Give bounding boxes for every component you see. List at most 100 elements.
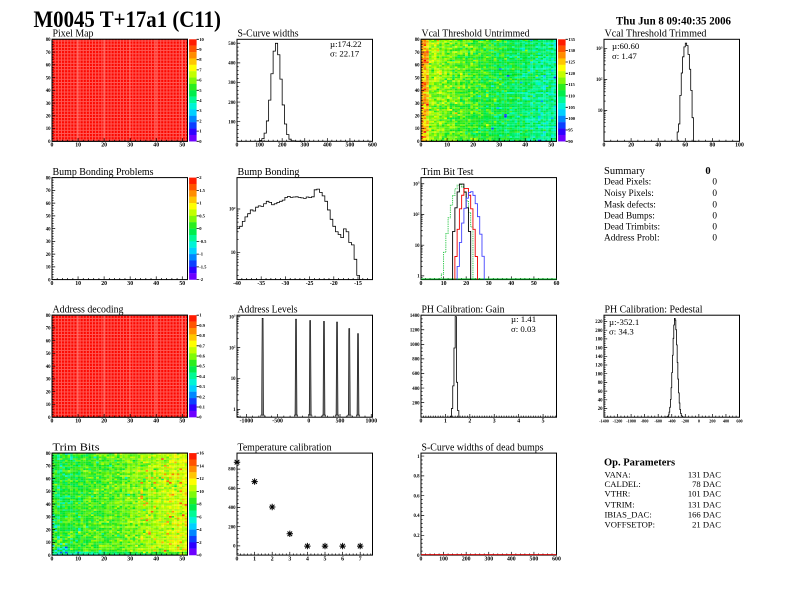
svg-text:0.3: 0.3 — [199, 384, 205, 389]
svg-text:0.7: 0.7 — [199, 343, 205, 348]
svg-text:0: 0 — [236, 557, 239, 563]
svg-text:-20: -20 — [330, 281, 338, 287]
svg-text:300: 300 — [300, 143, 309, 149]
svg-text:0: 0 — [199, 226, 202, 231]
svg-text:1: 1 — [417, 455, 420, 460]
svg-text:M0045 T+17a1 (C11): M0045 T+17a1 (C11) — [34, 7, 222, 33]
svg-text:400: 400 — [228, 506, 236, 511]
svg-text:70: 70 — [46, 465, 51, 470]
svg-text:0: 0 — [417, 554, 420, 559]
svg-text:50: 50 — [179, 419, 185, 425]
svg-text:600: 600 — [552, 557, 561, 563]
svg-text:0: 0 — [712, 189, 717, 199]
svg-text:50: 50 — [179, 281, 185, 287]
svg-text:80: 80 — [46, 452, 51, 457]
svg-text:102: 102 — [596, 77, 603, 84]
svg-text:-1000: -1000 — [240, 419, 254, 425]
svg-text:20: 20 — [101, 143, 107, 149]
svg-text:Address Probl:: Address Probl: — [604, 233, 660, 243]
svg-text:103: 103 — [596, 46, 603, 53]
svg-text:Noisy Pixels:: Noisy Pixels: — [604, 189, 654, 199]
svg-text:50: 50 — [46, 490, 51, 495]
svg-text:VOFFSETOP:: VOFFSETOP: — [605, 520, 655, 530]
svg-text:0: 0 — [51, 419, 54, 425]
svg-text:Thu Jun 8 09:40:35 2006: Thu Jun 8 09:40:35 2006 — [616, 14, 731, 28]
svg-text:Dead Pixels:: Dead Pixels: — [604, 178, 651, 188]
svg-text:166 DAC: 166 DAC — [688, 510, 721, 520]
svg-text:78 DAC: 78 DAC — [692, 479, 721, 489]
svg-text:200: 200 — [595, 329, 603, 334]
svg-text:80: 80 — [415, 38, 420, 43]
svg-text:120: 120 — [568, 71, 576, 76]
svg-text:VANA:: VANA: — [605, 469, 631, 479]
svg-text:10: 10 — [46, 127, 51, 132]
svg-text:1400: 1400 — [410, 314, 420, 319]
svg-text:-15: -15 — [354, 281, 362, 287]
svg-text:10: 10 — [415, 244, 420, 249]
svg-text:400: 400 — [228, 62, 236, 67]
svg-text:400: 400 — [507, 557, 516, 563]
svg-text:S-Curve widths: S-Curve widths — [238, 29, 299, 40]
svg-text:-35: -35 — [257, 281, 265, 287]
svg-text:-1200: -1200 — [613, 419, 623, 424]
svg-text:80: 80 — [710, 143, 716, 149]
svg-text:4: 4 — [306, 557, 309, 563]
svg-text:0.6: 0.6 — [199, 354, 205, 359]
svg-text:300: 300 — [228, 81, 236, 86]
svg-text:60: 60 — [554, 281, 560, 287]
svg-text:9: 9 — [199, 47, 202, 52]
svg-text:10: 10 — [75, 557, 81, 563]
svg-text:102: 102 — [413, 212, 420, 219]
svg-text:30: 30 — [46, 240, 51, 245]
svg-text:10: 10 — [75, 143, 81, 149]
svg-text:400: 400 — [412, 387, 420, 392]
svg-text:20: 20 — [628, 143, 634, 149]
svg-text:1: 1 — [199, 129, 202, 134]
svg-text:30: 30 — [415, 102, 420, 107]
svg-text:0: 0 — [48, 554, 51, 559]
svg-text:-400: -400 — [668, 419, 676, 424]
svg-text:10: 10 — [444, 143, 450, 149]
svg-text:2: 2 — [271, 557, 274, 563]
svg-text:4: 4 — [199, 527, 202, 532]
svg-text:0: 0 — [48, 278, 51, 283]
svg-text:20: 20 — [101, 557, 107, 563]
svg-text:CALDEL:: CALDEL: — [605, 479, 641, 489]
svg-text:125: 125 — [568, 60, 576, 65]
svg-text:180: 180 — [595, 338, 603, 343]
svg-text:10: 10 — [46, 403, 51, 408]
svg-text:3: 3 — [199, 108, 202, 113]
svg-text:60: 60 — [46, 202, 51, 207]
svg-text:-200: -200 — [681, 419, 689, 424]
svg-text:1: 1 — [253, 557, 256, 563]
svg-text:0: 0 — [48, 416, 51, 421]
svg-text:102: 102 — [229, 345, 236, 352]
svg-text:500: 500 — [346, 143, 355, 149]
svg-text:20: 20 — [598, 407, 603, 412]
svg-text:0.9: 0.9 — [199, 323, 205, 328]
svg-text:1: 1 — [233, 408, 236, 413]
svg-text:Dead Bumps:: Dead Bumps: — [604, 211, 655, 221]
svg-text:50: 50 — [415, 76, 420, 81]
svg-text:40: 40 — [153, 143, 159, 149]
svg-text:0: 0 — [712, 211, 717, 221]
svg-text:0.1: 0.1 — [199, 405, 205, 410]
svg-text:VTHR:: VTHR: — [605, 489, 631, 499]
svg-text:14: 14 — [199, 463, 204, 468]
svg-text:6: 6 — [341, 557, 344, 563]
svg-text:0: 0 — [307, 419, 310, 425]
svg-text:40: 40 — [46, 503, 51, 508]
svg-text:60: 60 — [598, 390, 603, 395]
svg-text:70: 70 — [46, 327, 51, 332]
svg-text:400: 400 — [323, 143, 332, 149]
svg-text:0.4: 0.4 — [199, 374, 205, 379]
svg-text:Trim Bits: Trim Bits — [53, 443, 100, 454]
svg-text:5: 5 — [542, 419, 545, 425]
svg-text:-25: -25 — [306, 281, 314, 287]
svg-text:110: 110 — [568, 94, 575, 99]
svg-text:60: 60 — [46, 339, 51, 344]
svg-text:50: 50 — [548, 143, 554, 149]
svg-text:0.8: 0.8 — [199, 333, 205, 338]
svg-text:0: 0 — [420, 557, 423, 563]
svg-text:µ:60.60: µ:60.60 — [612, 41, 640, 51]
